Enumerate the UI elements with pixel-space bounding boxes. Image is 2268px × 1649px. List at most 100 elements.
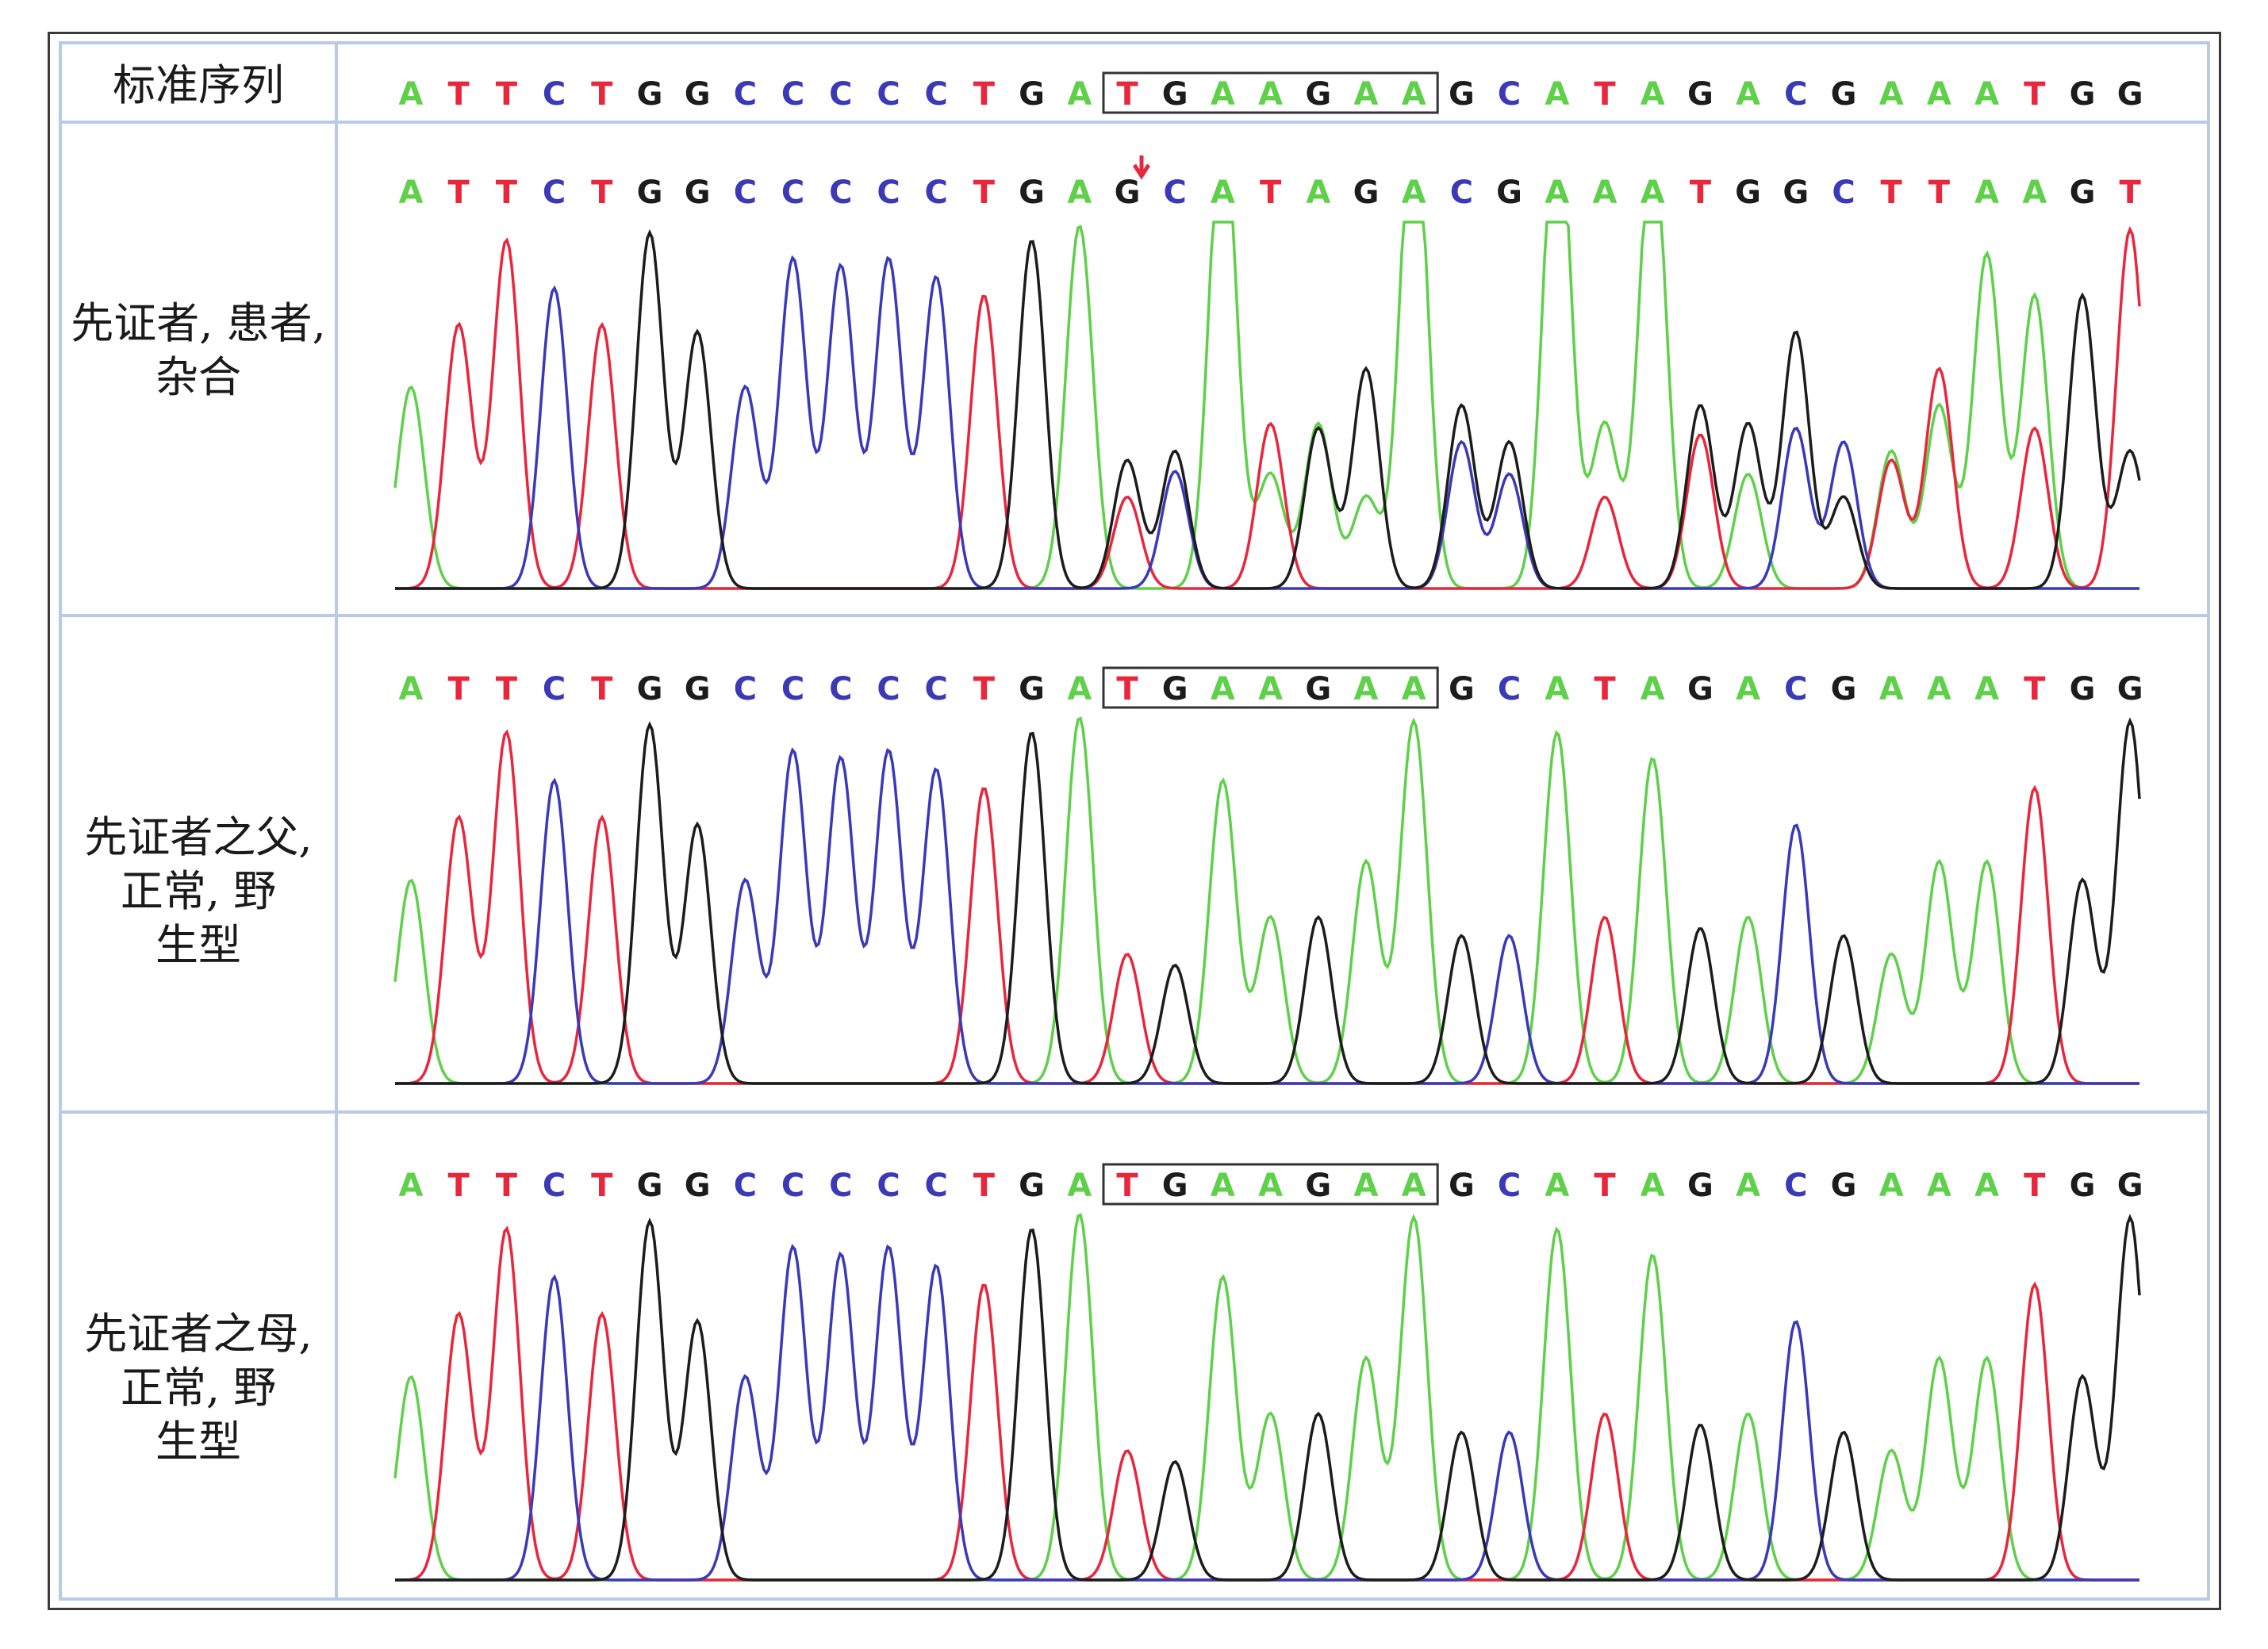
base-letter: C [829,76,852,113]
base-letter: G [1496,174,1522,211]
deleted-region-box [1102,1163,1439,1206]
base-letter: G [1449,76,1475,113]
base-letter: C [543,76,566,113]
chromatogram-trace [393,221,2141,590]
trace-line-G [395,717,2141,1085]
base-letter: A [1974,1168,1999,1204]
base-letter: A [1736,1168,1760,1204]
base-letter: G [637,76,663,113]
base-letter: G [685,671,711,708]
base-letter: A [1354,671,1379,708]
label-line: 标准序列 [113,60,284,110]
trace-line-C [395,747,2139,1085]
deleted-region-box [1102,71,1439,114]
row-label-proband: 先证者, 患者, 杂合 [62,297,335,405]
label-line: 正常, 野 [120,866,277,916]
base-letter: A [1641,174,1665,211]
base-letter: A [1306,174,1330,211]
label-line: 杂合 [155,352,241,402]
base-letter: G [1687,1168,1713,1204]
row-label-mother: 先证者之母, 正常, 野 生型 [62,1307,335,1469]
base-letter: G [1305,76,1331,113]
base-letter: A [1927,1168,1951,1204]
base-letter: A [1258,1168,1283,1204]
base-letter: A [1545,671,1569,708]
base-letter: C [1498,671,1521,708]
base-letter: C [781,1168,804,1204]
row-divider [59,121,2210,124]
base-letter: G [1449,671,1475,708]
base-letter: G [1019,76,1045,113]
base-letter: T [591,671,613,708]
base-letter: G [2117,76,2143,113]
label-line: 正常, 野 [120,1363,277,1413]
base-letter: C [734,671,757,708]
base-letter: A [1354,76,1379,113]
deleted-region-box [1102,666,1439,709]
label-line: 生型 [155,920,241,970]
base-letter: C [543,671,566,708]
label-line: 先证者之母, [84,1309,313,1359]
base-letter: T [448,174,470,211]
base-letter: G [1019,174,1045,211]
base-letter: A [1974,174,1999,211]
chromatogram-trace [393,716,2141,1085]
base-letter: G [637,671,663,708]
base-letter: G [1353,174,1380,211]
base-letter: T [591,1168,613,1204]
row-divider [59,614,2210,617]
label-line: 先证者之父, [84,812,313,862]
base-letter: A [1067,174,1092,211]
figure-table [59,41,2210,1601]
base-letter: A [1258,76,1283,113]
base-letter: C [877,1168,900,1204]
row-label-reference: 标准序列 [62,59,335,113]
trace-line-G [395,228,2141,590]
base-letter: T [1116,671,1138,708]
base-letter: A [1067,76,1092,113]
base-letter: A [399,76,424,113]
base-letter: A [1545,76,1569,113]
base-letter: T [1594,1168,1616,1204]
base-letter: G [1162,671,1188,708]
base-letter: T [973,671,996,708]
base-letter: T [1690,174,1712,211]
base-letter: T [448,76,470,113]
base-letter: A [1402,174,1426,211]
base-letter: C [1498,1168,1521,1204]
label-line: 先证者, 患者, [71,298,326,348]
base-letter: G [1162,1168,1188,1204]
base-letter: T [448,671,470,708]
base-letter: A [399,1168,424,1204]
base-letter: T [973,174,996,211]
base-letter: A [1736,76,1760,113]
base-letter: T [496,1168,518,1204]
base-letter: G [1019,1168,1045,1204]
base-letter: G [2117,1168,2143,1204]
column-divider [335,41,338,1601]
base-letter: C [877,76,900,113]
base-letter: A [1211,76,1235,113]
trace-line-C [395,255,2139,590]
base-letter: A [1641,671,1665,708]
base-letter: A [1211,1168,1235,1204]
base-letter: G [685,174,711,211]
base-letter: G [2117,671,2143,708]
base-letter: C [1784,76,1807,113]
trace-line-G [395,1214,2141,1582]
base-letter: G [1449,1168,1475,1204]
base-letter: A [1879,76,1904,113]
base-letter: A [1258,671,1283,708]
base-letter: A [1974,76,1999,113]
base-letter: G [685,1168,711,1204]
base-letter: C [781,174,804,211]
trace-line-C [395,1244,2139,1582]
base-letter: C [1832,174,1855,211]
base-letter: G [1305,1168,1331,1204]
base-letter: G [1831,671,1857,708]
base-letter: T [1881,174,1903,211]
base-letter: A [2022,174,2047,211]
